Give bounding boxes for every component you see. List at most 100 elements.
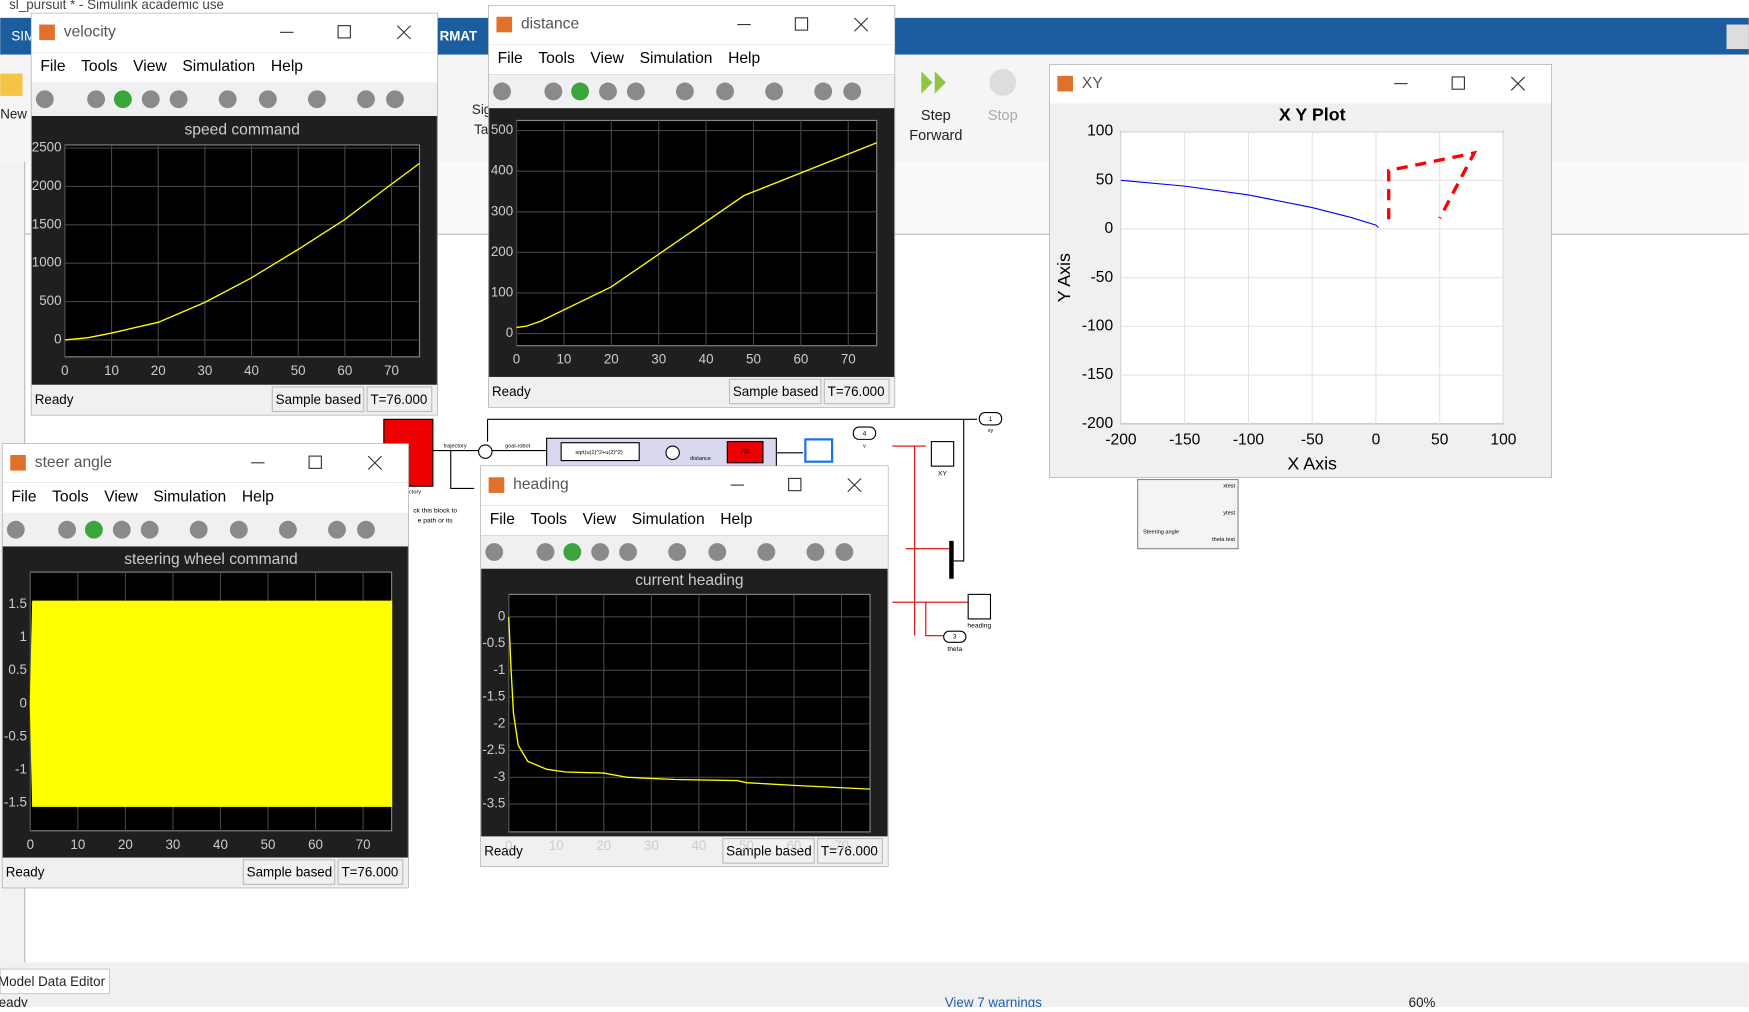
maximize-button[interactable] <box>308 455 322 469</box>
toolbar-button[interactable] <box>599 82 617 101</box>
outport[interactable] <box>978 412 1003 426</box>
menu-item[interactable]: View <box>590 50 624 67</box>
menu-item[interactable]: File <box>490 511 515 528</box>
menu-item[interactable]: Tools <box>531 511 568 528</box>
toolbar-button[interactable] <box>258 90 277 109</box>
menu-item[interactable]: Help <box>242 488 274 505</box>
toolbar-button[interactable] <box>563 543 582 561</box>
toolbar-button[interactable] <box>591 543 610 561</box>
toolbar-button[interactable] <box>229 520 248 539</box>
button-label[interactable]: New <box>0 106 27 121</box>
block[interactable] <box>560 442 640 462</box>
editor-tab-label[interactable]: Model Data Editor <box>0 974 106 989</box>
menu-item[interactable]: View <box>104 488 138 505</box>
toolbar-button[interactable] <box>169 90 188 109</box>
sum-block[interactable] <box>665 445 680 461</box>
menu-item[interactable]: Simulation <box>153 488 226 505</box>
status-text: Ready <box>6 865 45 880</box>
toolbar-button[interactable] <box>140 520 159 539</box>
close-button[interactable] <box>1510 76 1526 91</box>
subsystem[interactable] <box>1137 478 1239 550</box>
toolbar-button[interactable] <box>716 82 734 101</box>
maximize-button[interactable] <box>1451 76 1465 90</box>
toolbar-button[interactable] <box>571 82 590 101</box>
menu-item[interactable]: File <box>498 50 523 67</box>
toolbar-button[interactable] <box>619 543 637 561</box>
warnings-link[interactable]: View 7 warnings <box>945 995 1042 1010</box>
toolbar-button[interactable] <box>307 90 326 109</box>
toolbar-button[interactable] <box>675 82 694 101</box>
step-icon[interactable] <box>921 71 946 94</box>
toolbar-button[interactable] <box>141 90 160 109</box>
tab[interactable]: RMAT <box>440 28 478 43</box>
block-label: heading <box>967 622 991 629</box>
close-button[interactable] <box>847 478 862 493</box>
menu-item[interactable]: Tools <box>538 50 575 67</box>
menu-item[interactable]: File <box>11 488 36 505</box>
toolbar-button[interactable] <box>357 90 375 109</box>
sum-block[interactable] <box>478 444 493 459</box>
menu-item[interactable]: View <box>583 511 617 528</box>
toolbar-button[interactable] <box>357 520 375 539</box>
outport[interactable] <box>852 426 877 440</box>
toolbar-button[interactable] <box>6 520 25 539</box>
button-label[interactable]: Ta <box>474 122 489 137</box>
menu-item[interactable]: Simulation <box>182 58 255 75</box>
toolbar-button[interactable] <box>536 543 555 561</box>
toolbar-button[interactable] <box>765 82 784 101</box>
toolbar-button[interactable] <box>278 520 297 539</box>
menu-item[interactable]: Tools <box>81 58 118 75</box>
toolbar-button[interactable] <box>113 90 132 109</box>
tab[interactable]: SIM <box>11 28 35 43</box>
toolbar-button[interactable] <box>87 90 106 109</box>
scope-block[interactable] <box>967 593 992 620</box>
toolbar-button[interactable] <box>544 82 563 101</box>
button-label[interactable]: Step <box>921 108 951 124</box>
toolbar-button[interactable] <box>58 520 77 539</box>
toolbar-button[interactable] <box>814 82 833 101</box>
menu-item[interactable]: Tools <box>52 488 89 505</box>
scope-block[interactable] <box>804 438 834 463</box>
menu-item[interactable]: Help <box>271 58 303 75</box>
toolbar-button[interactable] <box>218 90 237 109</box>
close-button[interactable] <box>854 17 869 32</box>
button-label[interactable]: Forward <box>909 128 962 144</box>
outport[interactable] <box>943 630 967 643</box>
toolbar-button[interactable] <box>386 90 404 109</box>
toolbar-button[interactable] <box>668 543 687 561</box>
toolbar-button[interactable] <box>708 543 727 561</box>
maximize-button[interactable] <box>794 17 809 31</box>
toolbar-button[interactable] <box>189 520 208 539</box>
toolbar-button[interactable] <box>112 520 131 539</box>
pid-block[interactable] <box>726 441 764 464</box>
stop-icon[interactable] <box>989 69 1017 96</box>
editor-tab[interactable] <box>0 968 111 995</box>
menu-item[interactable]: Help <box>728 50 760 67</box>
toolbar-button[interactable] <box>835 543 854 561</box>
menu-item[interactable]: File <box>40 58 65 75</box>
new-icon[interactable] <box>0 73 23 96</box>
close-button[interactable] <box>396 25 411 40</box>
maximize-button[interactable] <box>788 477 802 492</box>
toolbar-button[interactable] <box>84 520 103 539</box>
mux[interactable] <box>949 540 954 579</box>
save-icon[interactable] <box>1726 24 1749 50</box>
window-title: heading <box>513 476 569 493</box>
menu-item[interactable]: Simulation <box>640 50 713 67</box>
close-button[interactable] <box>367 455 382 470</box>
menu-item[interactable]: Simulation <box>632 511 705 528</box>
maximize-button[interactable] <box>337 25 351 39</box>
toolbar-button[interactable] <box>493 82 511 101</box>
toolbar-button[interactable] <box>626 82 645 101</box>
xy-block[interactable] <box>930 441 955 467</box>
toolbar-button[interactable] <box>806 543 825 561</box>
menu-item[interactable]: View <box>133 58 167 75</box>
toolbar-button[interactable] <box>328 520 346 539</box>
toolbar-button[interactable] <box>757 543 776 561</box>
toolbar-button[interactable] <box>35 90 54 109</box>
button-label[interactable]: Sig <box>472 102 491 117</box>
toolbar-button[interactable] <box>485 543 504 561</box>
button-label[interactable]: Stop <box>988 108 1018 124</box>
toolbar-button[interactable] <box>843 82 862 101</box>
menu-item[interactable]: Help <box>720 511 752 528</box>
